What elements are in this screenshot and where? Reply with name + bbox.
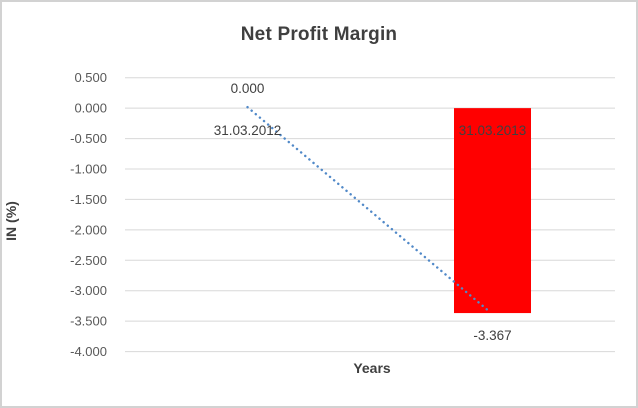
data-label: -3.367 <box>473 328 511 343</box>
y-tick-label: -1.500 <box>70 192 107 207</box>
y-tick-label: 0.500 <box>74 70 107 85</box>
y-tick-label: -4.000 <box>70 344 107 359</box>
chart-title: Net Profit Margin <box>240 24 398 45</box>
y-tick-label: -0.500 <box>70 131 107 146</box>
data-bar[interactable] <box>454 108 531 314</box>
y-tick-label: 0.000 <box>74 101 107 116</box>
category-label: 31.03.2013 <box>459 123 527 138</box>
y-tick-label: -3.500 <box>70 314 107 329</box>
y-tick-label: -3.000 <box>70 283 107 298</box>
y-tick-label: -1.000 <box>70 162 107 177</box>
category-label: 31.03.2012 <box>214 123 282 138</box>
trendline[interactable] <box>246 105 492 314</box>
x-axis-title: Years <box>353 360 391 376</box>
y-axis-title: IN (%) <box>3 201 19 241</box>
data-label: 0.000 <box>231 81 265 96</box>
y-tick-label: -2.500 <box>70 253 107 268</box>
y-tick-label: -2.000 <box>70 222 107 237</box>
